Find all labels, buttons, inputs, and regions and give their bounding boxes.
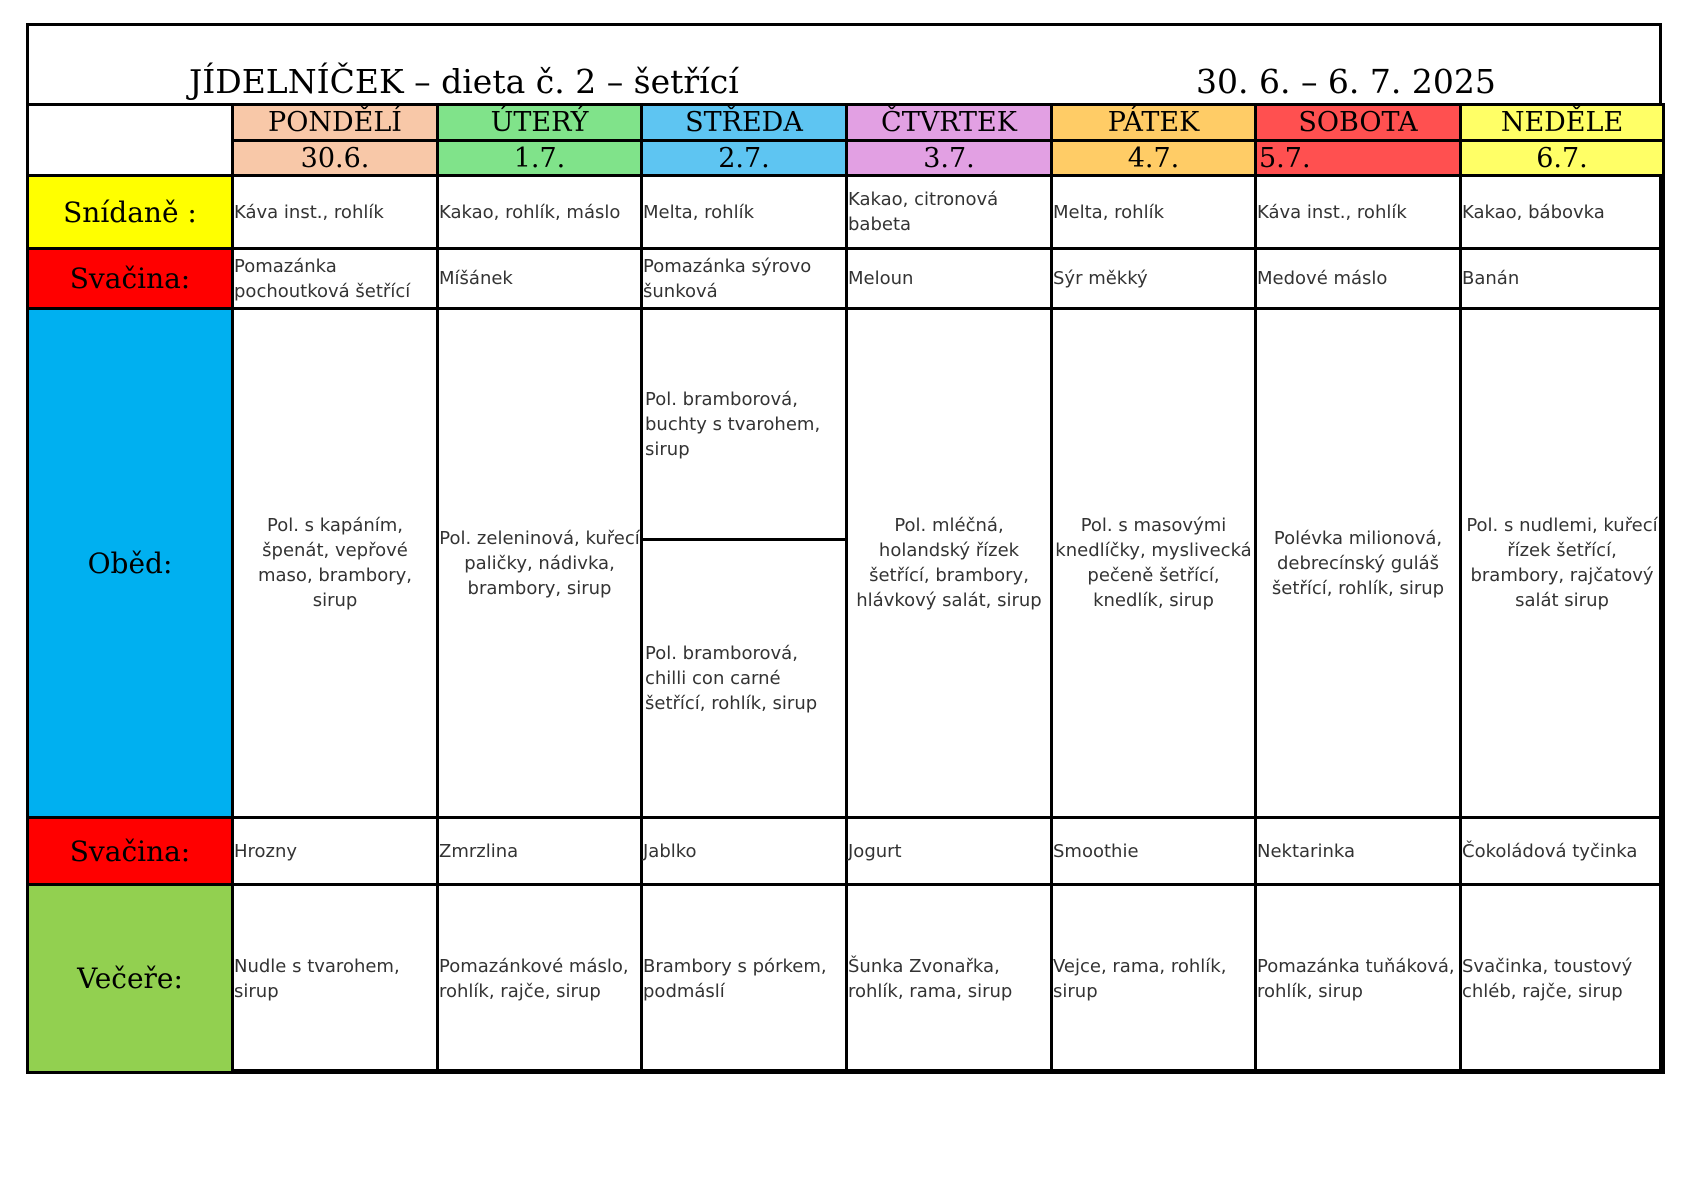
- afternoon-snack-row: Svačina: Hrozny Zmrzlina Jablko Jogurt S…: [28, 818, 1664, 885]
- day-name-sunday: NEDĚLE: [1461, 105, 1664, 141]
- title-bar: JÍDELNÍČEK – dieta č. 2 – šetřící 30. 6.…: [29, 26, 1659, 106]
- breakfast-row: Snídaně : Káva inst., rohlík Kakao, rohl…: [28, 176, 1664, 249]
- day-date-tuesday: 1.7.: [438, 141, 642, 176]
- breakfast-cell: Káva inst., rohlík: [1256, 176, 1461, 249]
- lunch-cell: Pol. s nudlemi, kuřecí řízek šetřící, br…: [1461, 309, 1664, 818]
- lunch-option-1: Pol. bramborová, buchty s tvarohem, siru…: [643, 310, 845, 541]
- afternoon-snack-cell: Nektarinka: [1256, 818, 1461, 885]
- morning-snack-row: Svačina: Pomazánka pochoutková šetřící M…: [28, 249, 1664, 309]
- lunch-cell: Pol. zeleninová, kuřecí paličky, nádivka…: [438, 309, 642, 818]
- dinner-cell: Vejce, rama, rohlík, sirup: [1052, 885, 1256, 1073]
- day-dates-row: 30.6. 1.7. 2.7. 3.7. 4.7. 5.7. 6.7.: [28, 141, 1664, 176]
- breakfast-cell: Melta, rohlík: [1052, 176, 1256, 249]
- date-range: 30. 6. – 6. 7. 2025: [1196, 62, 1496, 101]
- meal-label-breakfast: Snídaně :: [28, 176, 233, 249]
- morning-snack-cell: Sýr měkký: [1052, 249, 1256, 309]
- dinner-cell: Pomazánkové máslo, rohlík, rajče, sirup: [438, 885, 642, 1073]
- morning-snack-cell: Medové máslo: [1256, 249, 1461, 309]
- meal-label-afternoon-snack: Svačina:: [28, 818, 233, 885]
- afternoon-snack-cell: Smoothie: [1052, 818, 1256, 885]
- day-name-thursday: ČTVRTEK: [847, 105, 1052, 141]
- day-name-saturday: SOBOTA: [1256, 105, 1461, 141]
- menu-sheet: JÍDELNÍČEK – dieta č. 2 – šetřící 30. 6.…: [26, 23, 1662, 1072]
- dinner-row: Večeře: Nudle s tvarohem, sirup Pomazánk…: [28, 885, 1664, 1073]
- breakfast-cell: Káva inst., rohlík: [233, 176, 438, 249]
- page-title: JÍDELNÍČEK – dieta č. 2 – šetřící: [189, 62, 739, 101]
- morning-snack-cell: Pomazánka sýrovo šunková: [642, 249, 847, 309]
- menu-table: PONDĚLÍ ÚTERÝ STŘEDA ČTVRTEK PÁTEK SOBOT…: [26, 103, 1665, 1074]
- day-date-friday: 4.7.: [1052, 141, 1256, 176]
- afternoon-snack-cell: Čokoládová tyčinka: [1461, 818, 1664, 885]
- day-name-friday: PÁTEK: [1052, 105, 1256, 141]
- day-name-tuesday: ÚTERÝ: [438, 105, 642, 141]
- breakfast-cell: Melta, rohlík: [642, 176, 847, 249]
- dinner-cell: Brambory s pórkem, podmáslí: [642, 885, 847, 1073]
- meal-label-dinner: Večeře:: [28, 885, 233, 1073]
- morning-snack-cell: Meloun: [847, 249, 1052, 309]
- dinner-cell: Pomazánka tuňáková, rohlík, sirup: [1256, 885, 1461, 1073]
- afternoon-snack-cell: Zmrzlina: [438, 818, 642, 885]
- breakfast-cell: Kakao, bábovka: [1461, 176, 1664, 249]
- dinner-cell: Šunka Zvonařka, rohlík, rama, sirup: [847, 885, 1052, 1073]
- day-date-sunday: 6.7.: [1461, 141, 1664, 176]
- afternoon-snack-cell: Jablko: [642, 818, 847, 885]
- meal-label-morning-snack: Svačina:: [28, 249, 233, 309]
- day-name-wednesday: STŘEDA: [642, 105, 847, 141]
- day-date-wednesday: 2.7.: [642, 141, 847, 176]
- breakfast-cell: Kakao, citronová babeta: [847, 176, 1052, 249]
- day-name-monday: PONDĚLÍ: [233, 105, 438, 141]
- meal-label-lunch: Oběd:: [28, 309, 233, 818]
- corner-cell: [28, 105, 233, 176]
- lunch-cell: Pol. s masovými knedlíčky, myslivecká pe…: [1052, 309, 1256, 818]
- breakfast-cell: Kakao, rohlík, máslo: [438, 176, 642, 249]
- lunch-cell: Pol. mléčná, holandský řízek šetřící, br…: [847, 309, 1052, 818]
- afternoon-snack-cell: Hrozny: [233, 818, 438, 885]
- day-names-row: PONDĚLÍ ÚTERÝ STŘEDA ČTVRTEK PÁTEK SOBOT…: [28, 105, 1664, 141]
- lunch-options: Pol. bramborová, buchty s tvarohem, siru…: [643, 310, 845, 816]
- day-date-thursday: 3.7.: [847, 141, 1052, 176]
- lunch-cell: Polévka milionová, debrecínský guláš šet…: [1256, 309, 1461, 818]
- morning-snack-cell: Míšánek: [438, 249, 642, 309]
- lunch-option-2: Pol. bramborová, chilli con carné šetříc…: [643, 541, 845, 816]
- lunch-cell-wednesday: Pol. bramborová, buchty s tvarohem, siru…: [642, 309, 847, 818]
- morning-snack-cell: Pomazánka pochoutková šetřící: [233, 249, 438, 309]
- lunch-row: Oběd: Pol. s kapáním, špenát, vepřové ma…: [28, 309, 1664, 818]
- day-date-saturday: 5.7.: [1256, 141, 1461, 176]
- dinner-cell: Nudle s tvarohem, sirup: [233, 885, 438, 1073]
- day-date-monday: 30.6.: [233, 141, 438, 176]
- morning-snack-cell: Banán: [1461, 249, 1664, 309]
- dinner-cell: Svačinka, toustový chléb, rajče, sirup: [1461, 885, 1664, 1073]
- afternoon-snack-cell: Jogurt: [847, 818, 1052, 885]
- lunch-cell: Pol. s kapáním, špenát, vepřové maso, br…: [233, 309, 438, 818]
